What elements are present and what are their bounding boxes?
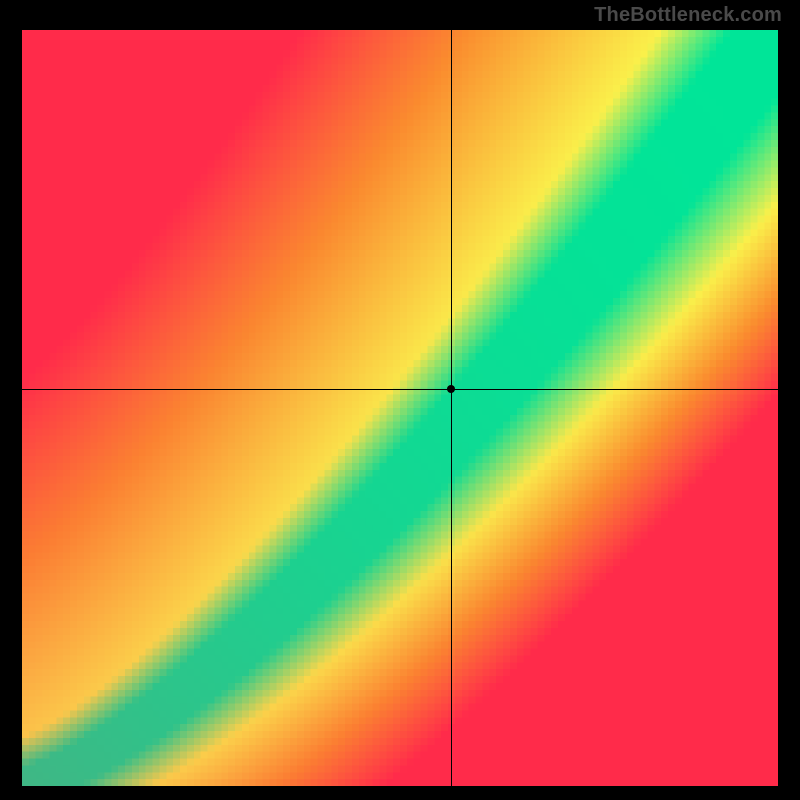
crosshair-vertical (451, 30, 452, 786)
chart-container: { "watermark": { "text": "TheBottleneck.… (0, 0, 800, 800)
watermark-text: TheBottleneck.com (594, 4, 782, 27)
bottleneck-heatmap (22, 30, 778, 786)
crosshair-horizontal (22, 389, 778, 390)
data-point-marker (447, 385, 455, 393)
